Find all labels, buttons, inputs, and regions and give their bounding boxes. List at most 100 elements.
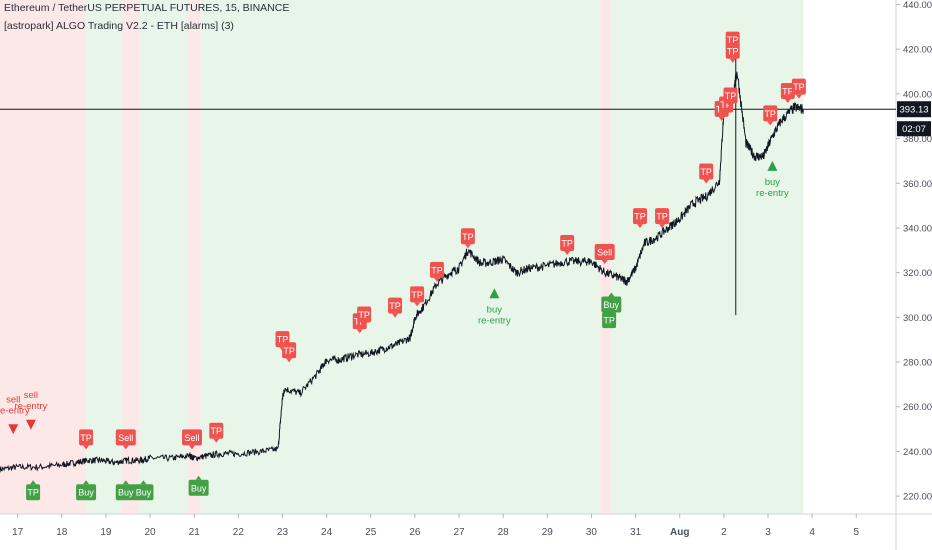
signal-sell-marker: Sell [594,243,615,264]
signal-tp-marker-box [780,83,795,100]
x-tick-label: 21 [189,527,201,538]
signal-tp-marker-pointer [784,99,791,104]
signal-tp-marker-label: TP [720,100,732,110]
last-price-label-box [897,101,931,118]
signal-buy-marker: Buy [115,480,136,501]
signal-sell-marker-pointer [601,259,608,264]
signal-tp-marker-pointer [564,251,571,255]
signal-tp-marker-pointer [83,445,90,450]
signal-buy-marker-pointer [122,480,129,485]
x-tick-label: 30 [586,527,598,538]
x-tick-label: 27 [453,527,465,538]
signal-buy-marker: Buy [76,480,97,501]
signal-tp-marker-pointer [703,179,710,184]
x-tick-label: 25 [365,527,377,538]
signal-buy-marker-box [188,479,209,496]
x-tick-label: 26 [409,527,421,538]
y-tick-label: 380.00 [903,134,932,145]
signal-tp-marker: TP [763,105,778,126]
signal-tp-marker-box [209,422,224,439]
reentry-label: buy [765,177,781,188]
countdown-box [897,121,931,137]
signal-tp-marker-label: TP [656,212,668,222]
x-tick-label: 29 [542,527,554,538]
signal-tp-marker-pointer [659,224,666,229]
x-tick-label: 3 [765,527,771,538]
signal-tp-marker-label: TP [727,46,739,56]
signal-buy-marker-label: Buy [78,488,94,498]
signal-tp-marker: TP [410,286,425,307]
signal-buy-marker: Buy [133,480,154,501]
x-tick-label: 2 [721,527,727,538]
indicator-label[interactable]: [astropark] ALGO Trading V2.2 - ETH [ala… [4,20,234,32]
y-tick-label: 440.00 [903,0,932,11]
signal-tp-marker-label: TP [411,290,423,300]
signal-tp-marker-pointer [433,277,440,282]
signal-tp-marker-label: TP [431,265,443,275]
signal-sell-marker-box [594,243,615,260]
y-tick-label: 300.00 [903,313,932,324]
signal-tp-marker: TP [723,87,738,108]
signal-tp-marker-pointer [723,112,730,117]
signal-tp-marker-box [655,208,670,225]
signal-tp-marker-label: TP [462,232,474,242]
signal-buy-marker-pointer [608,292,615,297]
signal-tp-marker: TP [633,208,647,229]
signal-buy-marker-box [115,484,136,501]
signal-tp-marker-label: TP [561,239,573,249]
trend-background-bull [139,0,188,514]
trend-background-bull [86,0,122,514]
signal-tp-marker: TP [79,429,94,450]
signal-buy-marker-label: Buy [118,488,134,498]
up-triangle-icon [489,288,500,299]
reentry-label: re-entry [15,401,48,412]
up-triangle-icon [767,160,778,171]
signal-tp-marker: TP [460,228,475,249]
signal-tp-marker-box [388,297,403,314]
reentry-label: re-entry [478,315,511,326]
trend-background-bull [611,0,804,514]
y-tick-label: 240.00 [903,447,932,458]
signal-tp-marker-label: TP [634,212,646,222]
signal-tp-marker-box [79,429,94,446]
reentry-label: sell [24,390,38,401]
signal-sell-marker-label: Sell [184,433,199,443]
signal-tp-marker-label: TP [27,488,39,498]
signal-sell-marker-box [182,429,202,446]
signal-tp-marker-pointer [464,244,471,249]
signal-tp-marker-pointer [727,103,734,108]
y-tick-label: 340.00 [903,223,932,234]
reentry-label: re-entry [0,405,30,416]
chart-title: Ethereum / TetherUS PERPETUAL FUTURES, 1… [4,2,290,14]
signal-tp-marker-box [602,312,617,329]
signal-tp-marker-pointer [729,58,736,63]
signal-tp-marker-box [429,261,444,278]
signal-tp-marker: TP [725,42,740,63]
signal-tp-marker-box [723,87,738,104]
signal-tp-marker-label: TP [603,316,615,326]
signal-tp-marker-box [26,484,41,501]
signal-tp-marker-box [560,235,575,251]
trend-background-bear [121,0,140,514]
last-price-label: 393.13 02:07 [897,101,931,137]
signal-tp-marker: TP [791,78,806,99]
signal-tp-marker: TP [560,235,575,255]
signal-tp-marker-label: TP [389,301,401,311]
signal-tp-marker-pointer [392,313,399,318]
signal-tp-marker: TP [209,422,224,443]
signal-tp-marker-pointer [361,322,368,327]
signal-tp-marker-pointer [213,438,220,443]
signal-tp-marker-box [357,306,372,323]
x-tick-label: Aug [670,527,689,538]
x-tick-label: 23 [277,527,289,538]
down-triangle-icon [8,424,19,435]
x-tick-label: 28 [498,527,510,538]
signal-tp-marker-pointer [286,358,293,363]
signal-tp-marker: TP [655,208,670,229]
signal-buy-marker-box [133,484,154,501]
